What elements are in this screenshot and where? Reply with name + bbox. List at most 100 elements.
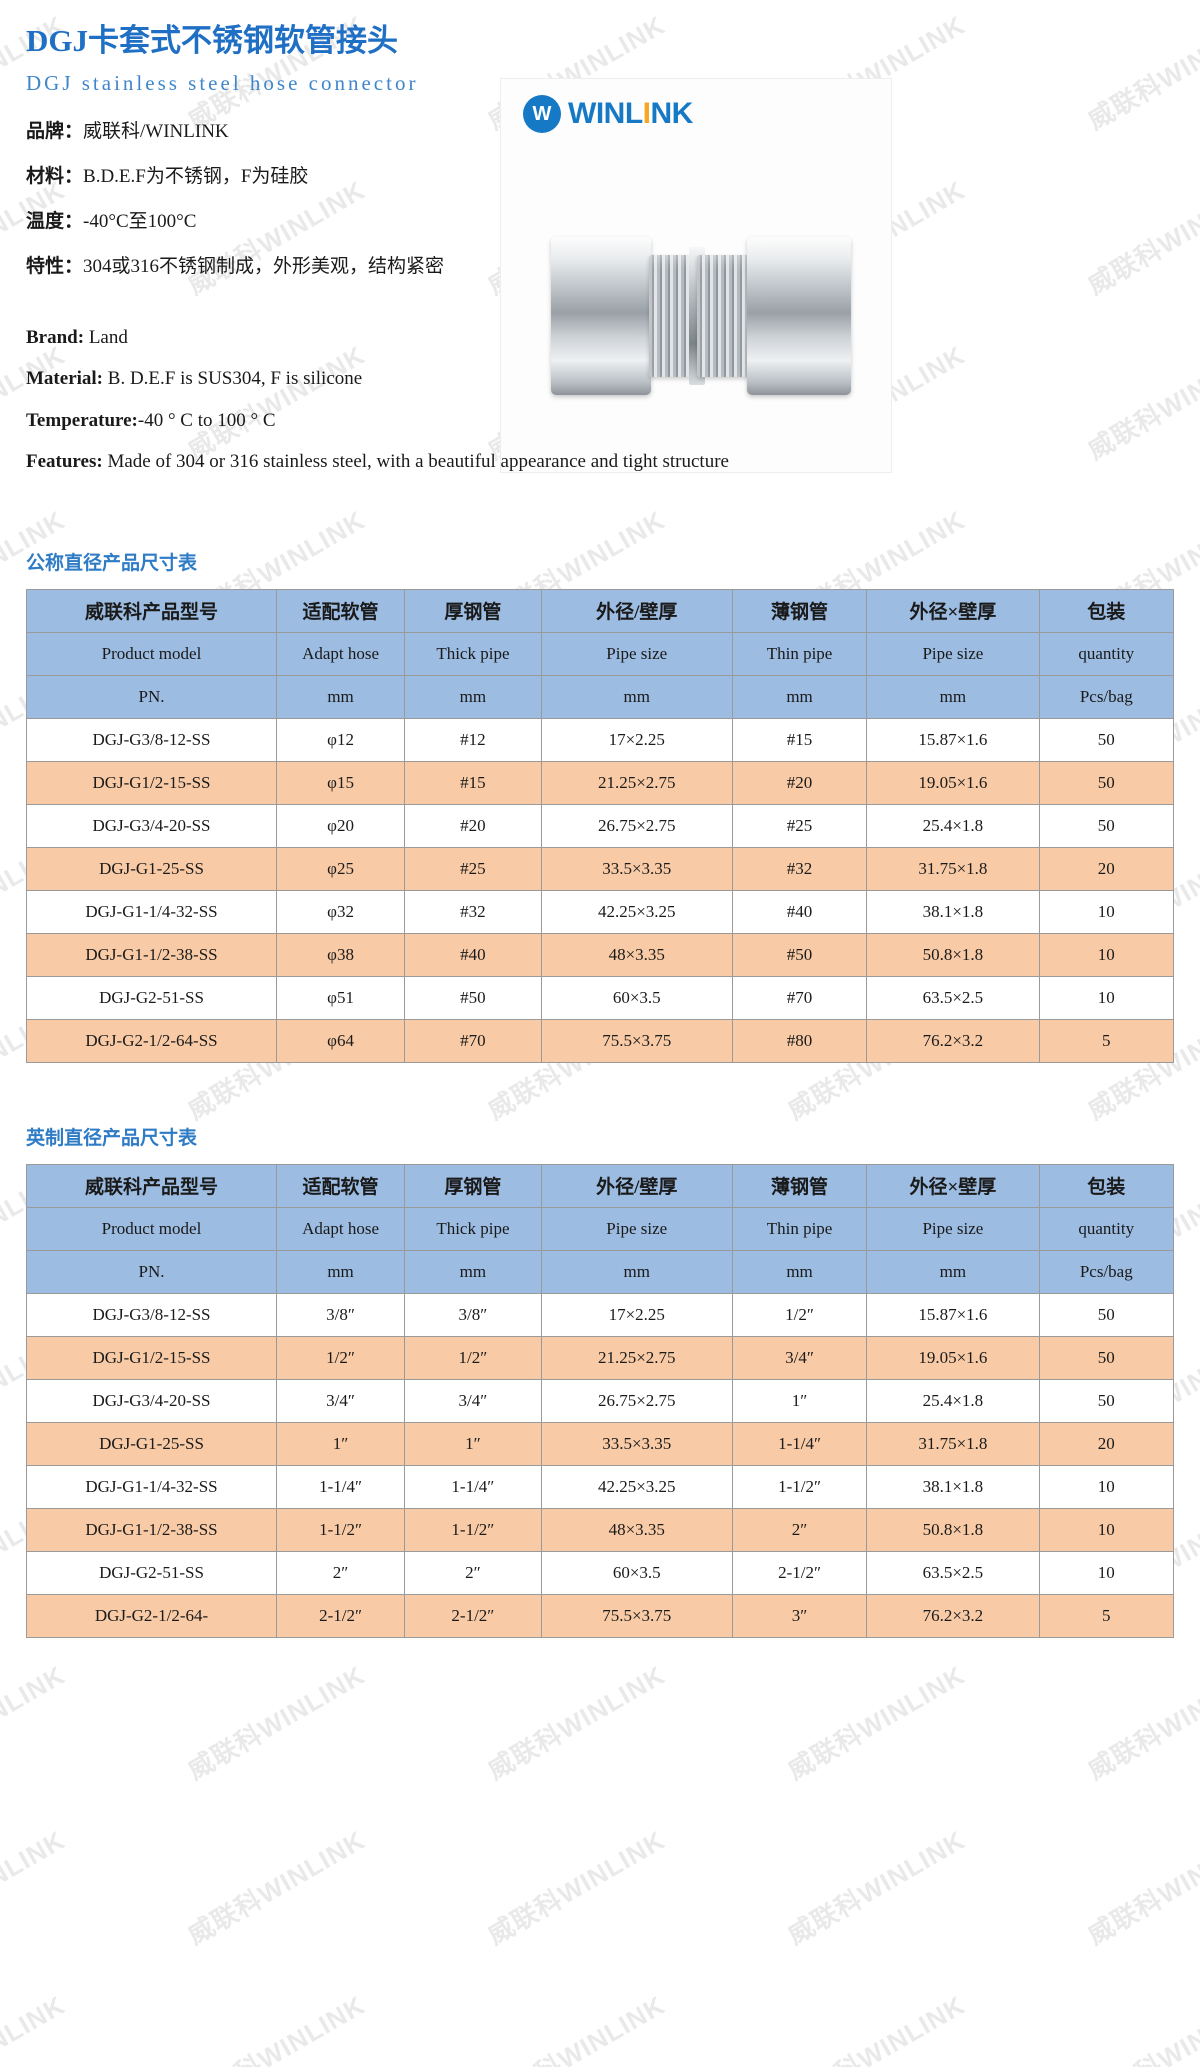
spec-cn-brand-key: 品牌： xyxy=(26,120,84,142)
imperial-header-cn-cell-5: 外径×壁厚 xyxy=(866,1163,1040,1208)
spacer xyxy=(0,490,1200,548)
cell-value-6: 50 xyxy=(1038,1292,1175,1337)
table-row: DGJ-G3/8-12-SS 3/8″ 3/8″ 17×2.25 1/2″ 15.87×1… xyxy=(26,1292,1175,1337)
metric-header-unit-cell-4: mm xyxy=(731,674,868,719)
cell-value-1: 3/8″ xyxy=(275,1292,406,1337)
cell-value-4: #20 xyxy=(731,760,868,805)
table-row: DGJ-G1-1/2-38-SS φ38 #40 48×3.35 #50 50.8×1.8… xyxy=(26,932,1175,977)
cell-value-2: 2″ xyxy=(404,1550,542,1595)
cell-value-3: 42.25×3.25 xyxy=(540,889,733,934)
spec-en-features-value: Made of 304 or 316 stainless steel, with… xyxy=(102,451,729,473)
cell-value-5: 63.5×2.5 xyxy=(866,975,1040,1020)
cell-value-3: 17×2.25 xyxy=(540,717,733,762)
page-header: DGJ卡套式不锈钢软管接头 DGJ stainless steel hose c… xyxy=(0,0,1200,96)
metric-header-en-cell-4: Thin pipe xyxy=(731,631,868,676)
spacer xyxy=(26,302,640,324)
watermark-text: 威联科WINLINK xyxy=(1082,174,1200,301)
spec-cn-temperature: 温度：-40°C至100°C xyxy=(26,212,640,231)
logo-text-b: NK xyxy=(650,97,693,130)
metric-header-cn-row: 威联科产品型号 适配软管 厚钢管 外径/壁厚 薄钢管 外径×壁厚 包装 xyxy=(26,588,1175,633)
spec-en-material: Material: B. D.E.F is SUS304, F is silic… xyxy=(26,365,640,393)
logo-mark-icon: W xyxy=(523,95,561,133)
metric-header-cn-cell-6: 包装 xyxy=(1038,588,1175,633)
table-row: DGJ-G1-1/2-38-SS 1-1/2″ 1-1/2″ 48×3.35 2″ 50.… xyxy=(26,1507,1175,1552)
cell-value-3: 33.5×3.35 xyxy=(540,846,733,891)
metric-header-en-cell-0: Product model xyxy=(26,631,277,676)
cell-product-model: DGJ-G1-1/4-32-SS xyxy=(26,1464,277,1509)
imperial-header-en-row: Product model Adapt hose Thick pipe Pipe si… xyxy=(26,1206,1175,1251)
table-row: DGJ-G2-51-SS φ51 #50 60×3.5 #70 63.5×2.5 10 xyxy=(26,975,1175,1020)
cell-value-2: #12 xyxy=(404,717,542,762)
cell-value-2: #70 xyxy=(404,1018,542,1063)
cell-value-2: 1-1/2″ xyxy=(404,1507,542,1552)
table-row: DGJ-G1/2-15-SS φ15 #15 21.25×2.75 #20 19.05×1… xyxy=(26,760,1175,805)
imperial-header-cn-cell-6: 包装 xyxy=(1038,1163,1175,1208)
metric-header-unit-cell-0: PN. xyxy=(26,674,277,719)
watermark-text: 威联科WINLINK xyxy=(482,1989,671,2067)
cell-product-model: DGJ-G1-25-SS xyxy=(26,846,277,891)
watermark-text: 威联科WINLINK xyxy=(782,1824,971,1951)
watermark-text: 威联科WINLINK xyxy=(1082,339,1200,466)
cell-value-5: 31.75×1.8 xyxy=(866,1421,1040,1466)
imperial-header-unit-cell-3: mm xyxy=(540,1249,733,1294)
cell-value-5: 15.87×1.6 xyxy=(866,717,1040,762)
nut-left xyxy=(551,237,651,395)
cell-value-1: 2″ xyxy=(275,1550,406,1595)
spec-en-material-key: Material: xyxy=(26,368,104,390)
cell-value-2: 2-1/2″ xyxy=(404,1593,542,1638)
metric-header-cn-cell-3: 外径/壁厚 xyxy=(540,588,733,633)
spec-cn-material-value: B.D.E.F为不锈钢，F为硅胶 xyxy=(83,165,309,187)
cell-value-1: φ25 xyxy=(275,846,406,891)
cell-value-4: #40 xyxy=(731,889,868,934)
imperial-header-cn-cell-0: 威联科产品型号 xyxy=(26,1163,277,1208)
imperial-size-table: 威联科产品型号 适配软管 厚钢管 外径/壁厚 薄钢管 外径×壁厚 包装 Product mod… xyxy=(26,1163,1175,1638)
imperial-header-unit-cell-1: mm xyxy=(275,1249,406,1294)
cell-product-model: DGJ-G3/8-12-SS xyxy=(26,717,277,762)
metric-header-en-cell-3: Pipe size xyxy=(540,631,733,676)
imperial-header-cn-cell-3: 外径/壁厚 xyxy=(540,1163,733,1208)
cell-value-1: φ32 xyxy=(275,889,406,934)
metric-header-unit-cell-2: mm xyxy=(404,674,542,719)
cell-value-5: 76.2×3.2 xyxy=(866,1018,1040,1063)
metric-header-unit-cell-5: mm xyxy=(866,674,1040,719)
cell-product-model: DGJ-G2-1/2-64- xyxy=(26,1593,277,1638)
watermark-text: 威联科WINLINK xyxy=(482,1824,671,1951)
hose-connector-illustration xyxy=(551,229,851,404)
thread-right xyxy=(697,255,749,377)
spec-en-features: Features: Made of 304 or 316 stainless s… xyxy=(26,448,931,476)
cell-value-1: φ20 xyxy=(275,803,406,848)
section-title-metric: 公称直径产品尺寸表 xyxy=(26,552,198,574)
cell-product-model: DGJ-G1-25-SS xyxy=(26,1421,277,1466)
cell-value-3: 26.75×2.75 xyxy=(540,1378,733,1423)
cell-product-model: DGJ-G3/4-20-SS xyxy=(26,803,277,848)
imperial-header-cn-cell-2: 厚钢管 xyxy=(404,1163,542,1208)
cell-value-2: 1″ xyxy=(404,1421,542,1466)
cell-value-5: 25.4×1.8 xyxy=(866,803,1040,848)
cell-product-model: DGJ-G1-1/4-32-SS xyxy=(26,889,277,934)
thread-left xyxy=(649,255,695,377)
metric-header-en-cell-2: Thick pipe xyxy=(404,631,542,676)
cell-value-1: 2-1/2″ xyxy=(275,1593,406,1638)
metric-header-en-cell-1: Adapt hose xyxy=(275,631,406,676)
imperial-header-en-cell-1: Adapt hose xyxy=(275,1206,406,1251)
spec-cn-temperature-key: 温度： xyxy=(26,210,84,232)
cell-value-2: 3/4″ xyxy=(404,1378,542,1423)
cell-value-1: φ15 xyxy=(275,760,406,805)
table-row: DGJ-G1-1/4-32-SS φ32 #32 42.25×3.25 #40 38.1×… xyxy=(26,889,1175,934)
cell-value-1: 3/4″ xyxy=(275,1378,406,1423)
imperial-header-unit-cell-4: mm xyxy=(731,1249,868,1294)
spec-en-brand-value: Land xyxy=(84,326,128,348)
imperial-header-unit-cell-2: mm xyxy=(404,1249,542,1294)
cell-value-3: 26.75×2.75 xyxy=(540,803,733,848)
cell-value-5: 15.87×1.6 xyxy=(866,1292,1040,1337)
cell-value-5: 50.8×1.8 xyxy=(866,1507,1040,1552)
cell-value-3: 75.5×3.75 xyxy=(540,1018,733,1063)
watermark-text: 威联科WINLINK xyxy=(182,1824,371,1951)
imperial-header-en-cell-5: Pipe size xyxy=(866,1206,1040,1251)
imperial-header-unit-cell-6: Pcs/bag xyxy=(1038,1249,1175,1294)
cell-value-6: 50 xyxy=(1038,1335,1175,1380)
cell-value-6: 10 xyxy=(1038,1550,1175,1595)
cell-value-6: 10 xyxy=(1038,932,1175,977)
cell-value-2: 3/8″ xyxy=(404,1292,542,1337)
spec-en-features-key: Features: xyxy=(26,451,103,473)
